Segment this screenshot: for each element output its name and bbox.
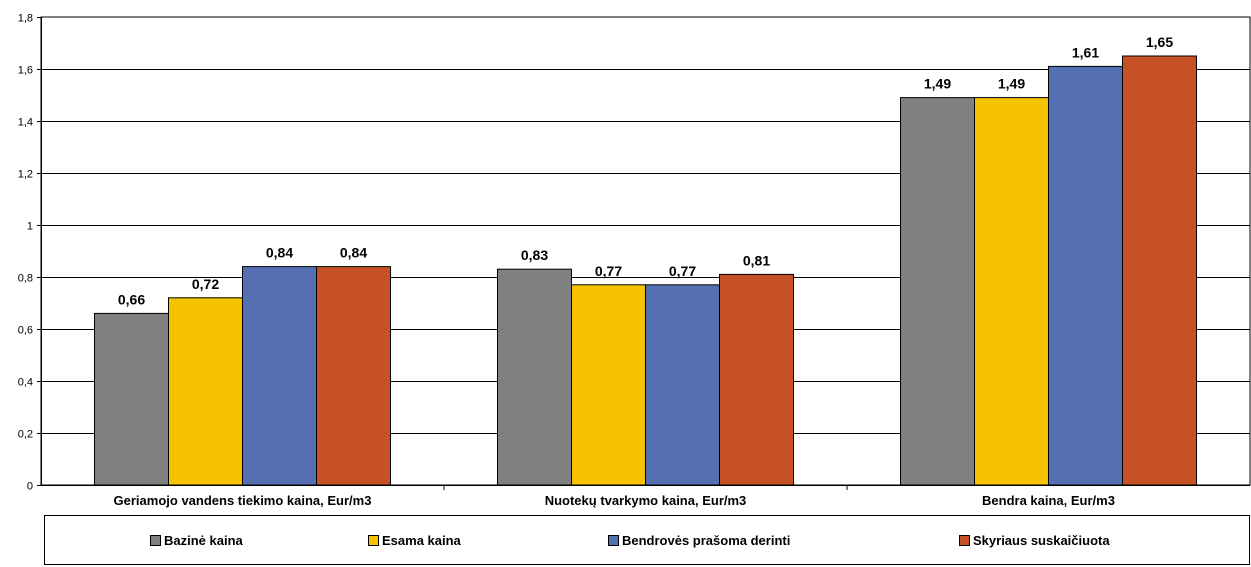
x-tick-label: Geriamojo vandens tiekimo kaina, Eur/m3 bbox=[114, 493, 372, 508]
data-label: 1,61 bbox=[1072, 44, 1099, 60]
bar bbox=[571, 284, 646, 486]
data-label: 1,49 bbox=[924, 76, 951, 92]
bar bbox=[168, 297, 243, 486]
x-tick-label: Nuotekų tvarkymo kaina, Eur/m3 bbox=[545, 493, 747, 508]
data-label: 0,66 bbox=[118, 291, 145, 307]
y-tick-label: 1,4 bbox=[18, 117, 33, 129]
bar-chart: 00,20,40,60,811,21,41,61,80,660,720,84 0,… bbox=[18, 13, 1251, 508]
y-tick-label: 0,8 bbox=[18, 273, 33, 285]
y-tick-label: 0,2 bbox=[18, 429, 33, 441]
chart-legend: Bazinė kaina Esama kaina Bendrovės prašo… bbox=[44, 515, 1250, 565]
legend-item-skyriaus: Skyriaus suskaičiuota bbox=[959, 533, 1110, 548]
legend-swatch bbox=[959, 535, 970, 546]
data-label: 0,81 bbox=[743, 252, 770, 268]
data-label: 0,84 bbox=[340, 245, 367, 261]
legend-label: Skyriaus suskaičiuota bbox=[973, 533, 1110, 548]
legend-item-bazine: Bazinė kaina bbox=[150, 533, 243, 548]
data-label: 0,77 bbox=[669, 263, 696, 279]
data-label: 1,65 bbox=[1146, 34, 1173, 50]
data-label: 0,77 bbox=[595, 263, 622, 279]
bar bbox=[497, 268, 572, 486]
legend-label: Bendrovės prašoma derinti bbox=[622, 533, 791, 548]
data-label: 0,83 bbox=[521, 247, 548, 263]
bar bbox=[900, 97, 975, 486]
data-label: 1,49 bbox=[998, 76, 1025, 92]
legend-swatch bbox=[368, 535, 379, 546]
y-tick-label: 0,6 bbox=[18, 325, 33, 337]
y-tick-label: 0,4 bbox=[18, 377, 33, 389]
x-tick-label: Bendra kaina, Eur/m3 bbox=[982, 493, 1115, 508]
bar bbox=[94, 312, 169, 486]
legend-item-bendroves: Bendrovės prašoma derinti bbox=[608, 533, 790, 548]
bar bbox=[974, 97, 1049, 486]
y-tick-label: 0 bbox=[27, 481, 33, 493]
y-tick-label: 1,8 bbox=[18, 13, 33, 25]
legend-swatch bbox=[150, 535, 161, 546]
bar bbox=[645, 284, 720, 486]
y-tick-label: 1,2 bbox=[18, 169, 33, 181]
data-label: 0,84 bbox=[266, 245, 293, 261]
legend-item-esama: Esama kaina bbox=[368, 533, 461, 548]
bar bbox=[1122, 55, 1197, 486]
y-tick-label: 1,6 bbox=[18, 65, 33, 77]
bar bbox=[1048, 65, 1123, 486]
bar bbox=[316, 266, 391, 486]
legend-swatch bbox=[608, 535, 619, 546]
legend-label: Bazinė kaina bbox=[164, 533, 243, 548]
legend-label: Esama kaina bbox=[382, 533, 461, 548]
bar bbox=[719, 273, 794, 486]
bar bbox=[242, 266, 317, 486]
y-tick-label: 1 bbox=[27, 221, 33, 233]
data-label: 0,72 bbox=[192, 276, 219, 292]
